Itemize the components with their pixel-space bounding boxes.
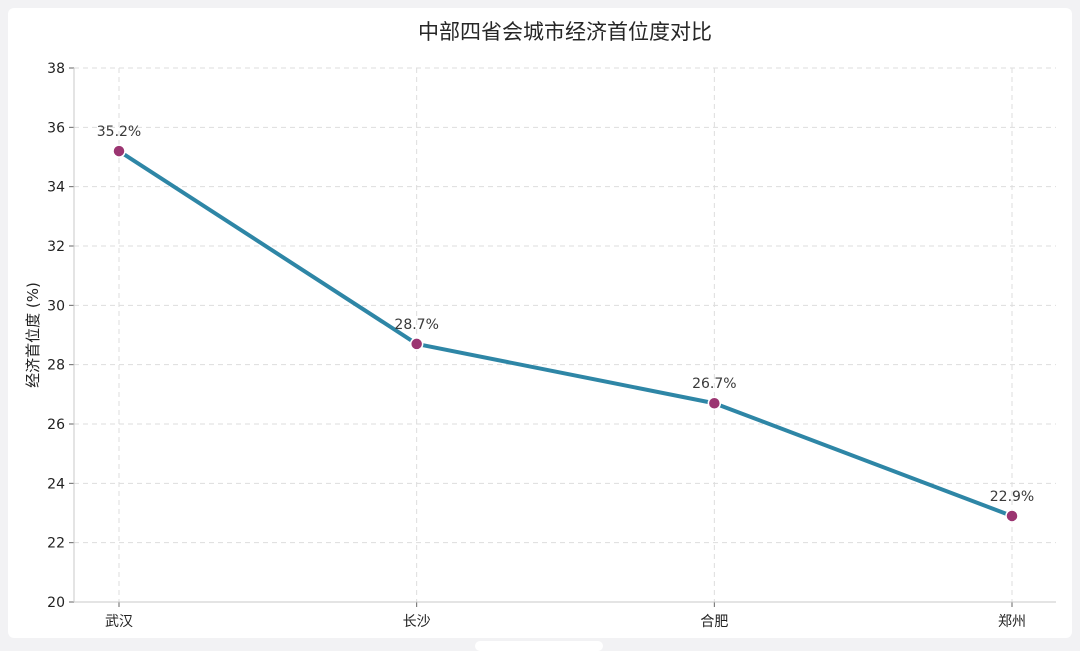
y-tick-label: 20 xyxy=(47,595,65,611)
y-tick-label: 32 xyxy=(47,239,65,255)
labels-layer: 35.2% 28.7% 26.7% 22.9% xyxy=(97,124,1034,505)
data-label: 22.9% xyxy=(990,489,1034,505)
y-tick-label: 36 xyxy=(47,120,65,136)
y-tick-label: 24 xyxy=(47,476,65,492)
x-tick-label: 长沙 xyxy=(403,614,431,630)
series-line xyxy=(117,149,1014,518)
data-point-marker xyxy=(409,337,424,351)
y-axis-label: 经济首位度 (%) xyxy=(24,282,42,388)
axes-layer: 20 22 24 26 28 30 32 34 36 38 武汉 长沙 合肥 郑州 xyxy=(47,61,1056,630)
data-point-marker xyxy=(1005,509,1019,523)
data-point-marker xyxy=(707,396,722,410)
y-tick-label: 38 xyxy=(47,61,65,77)
x-tick-label: 合肥 xyxy=(700,614,728,630)
chart-canvas xyxy=(8,8,1072,638)
x-tick-label: 郑州 xyxy=(998,614,1026,630)
data-label: 28.7% xyxy=(394,317,438,333)
data-point-marker xyxy=(112,144,126,158)
x-tick-label: 武汉 xyxy=(105,614,133,630)
bottom-handle xyxy=(475,641,603,651)
y-tick-label: 22 xyxy=(47,536,65,552)
data-label: 35.2% xyxy=(97,124,141,140)
y-tick-label: 34 xyxy=(47,180,65,196)
series-layer xyxy=(112,144,1019,523)
y-tick-label: 30 xyxy=(47,298,65,314)
chart-title: 中部四省会城市经济首位度对比 xyxy=(418,20,712,44)
data-label: 26.7% xyxy=(692,376,736,392)
y-tick-label: 28 xyxy=(47,358,65,374)
grid-layer xyxy=(74,67,1056,603)
y-tick-label: 26 xyxy=(47,417,65,433)
